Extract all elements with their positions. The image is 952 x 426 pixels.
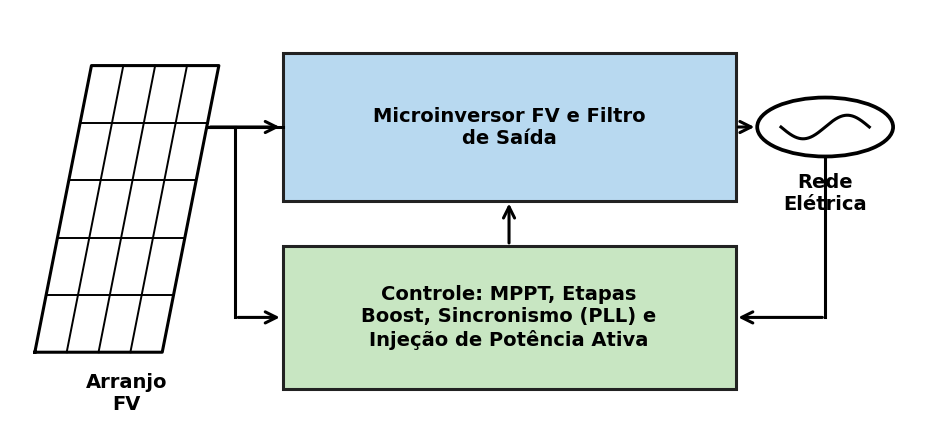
Text: Controle: MPPT, Etapas
Boost, Sincronismo (PLL) e
Injeção de Potência Ativa: Controle: MPPT, Etapas Boost, Sincronism…	[362, 285, 657, 349]
Text: Microinversor FV e Filtro
de Saída: Microinversor FV e Filtro de Saída	[373, 106, 645, 147]
Text: Arranjo
FV: Arranjo FV	[86, 373, 168, 414]
Bar	[283, 246, 736, 389]
Bar	[283, 53, 736, 201]
Text: Rede
Elétrica: Rede Elétrica	[783, 173, 867, 214]
